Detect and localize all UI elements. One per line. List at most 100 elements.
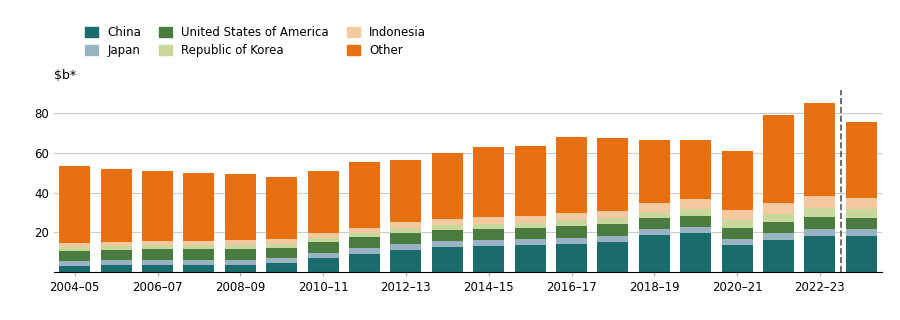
- Bar: [349, 162, 380, 228]
- Bar: [722, 220, 752, 228]
- Bar: [391, 222, 421, 228]
- Bar: [391, 228, 421, 233]
- Bar: [432, 241, 463, 247]
- Bar: [515, 245, 545, 272]
- Bar: [556, 227, 587, 238]
- Bar: [101, 169, 131, 242]
- Bar: [805, 208, 835, 218]
- Bar: [266, 258, 297, 263]
- Bar: [59, 251, 90, 261]
- Bar: [473, 240, 504, 246]
- Bar: [225, 265, 256, 272]
- Bar: [349, 233, 380, 237]
- Bar: [225, 249, 256, 260]
- Bar: [639, 140, 670, 203]
- Bar: [680, 228, 711, 233]
- Bar: [556, 137, 587, 212]
- Bar: [556, 244, 587, 272]
- Bar: [391, 160, 421, 222]
- Bar: [391, 244, 421, 250]
- Bar: [763, 233, 794, 240]
- Bar: [473, 229, 504, 240]
- Bar: [101, 242, 131, 246]
- Bar: [846, 122, 877, 198]
- Bar: [763, 116, 794, 203]
- Bar: [142, 249, 173, 260]
- Bar: [763, 222, 794, 233]
- Bar: [805, 103, 835, 196]
- Bar: [680, 233, 711, 272]
- Bar: [308, 242, 338, 253]
- Bar: [515, 228, 545, 239]
- Bar: [556, 220, 587, 227]
- Bar: [432, 153, 463, 220]
- Bar: [515, 217, 545, 223]
- Bar: [142, 241, 173, 245]
- Bar: [680, 140, 711, 199]
- Bar: [639, 235, 670, 272]
- Bar: [266, 263, 297, 272]
- Bar: [722, 210, 752, 220]
- Bar: [59, 166, 90, 243]
- Bar: [225, 260, 256, 265]
- Bar: [349, 254, 380, 272]
- Bar: [598, 211, 628, 219]
- Bar: [805, 236, 835, 272]
- Bar: [432, 230, 463, 241]
- Bar: [515, 146, 545, 217]
- Bar: [432, 220, 463, 225]
- Bar: [846, 236, 877, 272]
- Bar: [598, 138, 628, 211]
- Bar: [598, 236, 628, 242]
- Bar: [101, 260, 131, 265]
- Bar: [266, 177, 297, 239]
- Bar: [722, 245, 752, 272]
- Legend: China, Japan, United States of America, Republic of Korea, Indonesia, Other: China, Japan, United States of America, …: [85, 26, 426, 57]
- Bar: [473, 147, 504, 218]
- Bar: [59, 261, 90, 266]
- Bar: [266, 244, 297, 248]
- Bar: [846, 219, 877, 229]
- Bar: [184, 260, 214, 265]
- Bar: [722, 228, 752, 239]
- Bar: [473, 246, 504, 272]
- Bar: [184, 265, 214, 272]
- Bar: [59, 247, 90, 251]
- Bar: [639, 219, 670, 229]
- Bar: [349, 248, 380, 254]
- Bar: [515, 223, 545, 228]
- Bar: [349, 237, 380, 248]
- Bar: [266, 239, 297, 244]
- Bar: [680, 209, 711, 217]
- Bar: [142, 260, 173, 265]
- Bar: [763, 203, 794, 213]
- Bar: [556, 212, 587, 220]
- Bar: [184, 245, 214, 249]
- Bar: [763, 213, 794, 222]
- Bar: [556, 238, 587, 244]
- Bar: [225, 174, 256, 240]
- Bar: [805, 229, 835, 236]
- Bar: [349, 228, 380, 233]
- Bar: [473, 224, 504, 229]
- Bar: [391, 233, 421, 244]
- Bar: [266, 248, 297, 258]
- Text: $b*: $b*: [54, 69, 76, 82]
- Bar: [142, 245, 173, 249]
- Bar: [101, 265, 131, 272]
- Bar: [515, 239, 545, 245]
- Bar: [432, 247, 463, 272]
- Bar: [639, 212, 670, 219]
- Bar: [722, 151, 752, 210]
- Bar: [225, 240, 256, 245]
- Bar: [308, 258, 338, 272]
- Bar: [432, 225, 463, 230]
- Bar: [598, 242, 628, 272]
- Bar: [846, 198, 877, 209]
- Bar: [59, 266, 90, 272]
- Bar: [184, 241, 214, 245]
- Bar: [59, 243, 90, 247]
- Bar: [680, 199, 711, 209]
- Bar: [308, 171, 338, 233]
- Bar: [391, 250, 421, 272]
